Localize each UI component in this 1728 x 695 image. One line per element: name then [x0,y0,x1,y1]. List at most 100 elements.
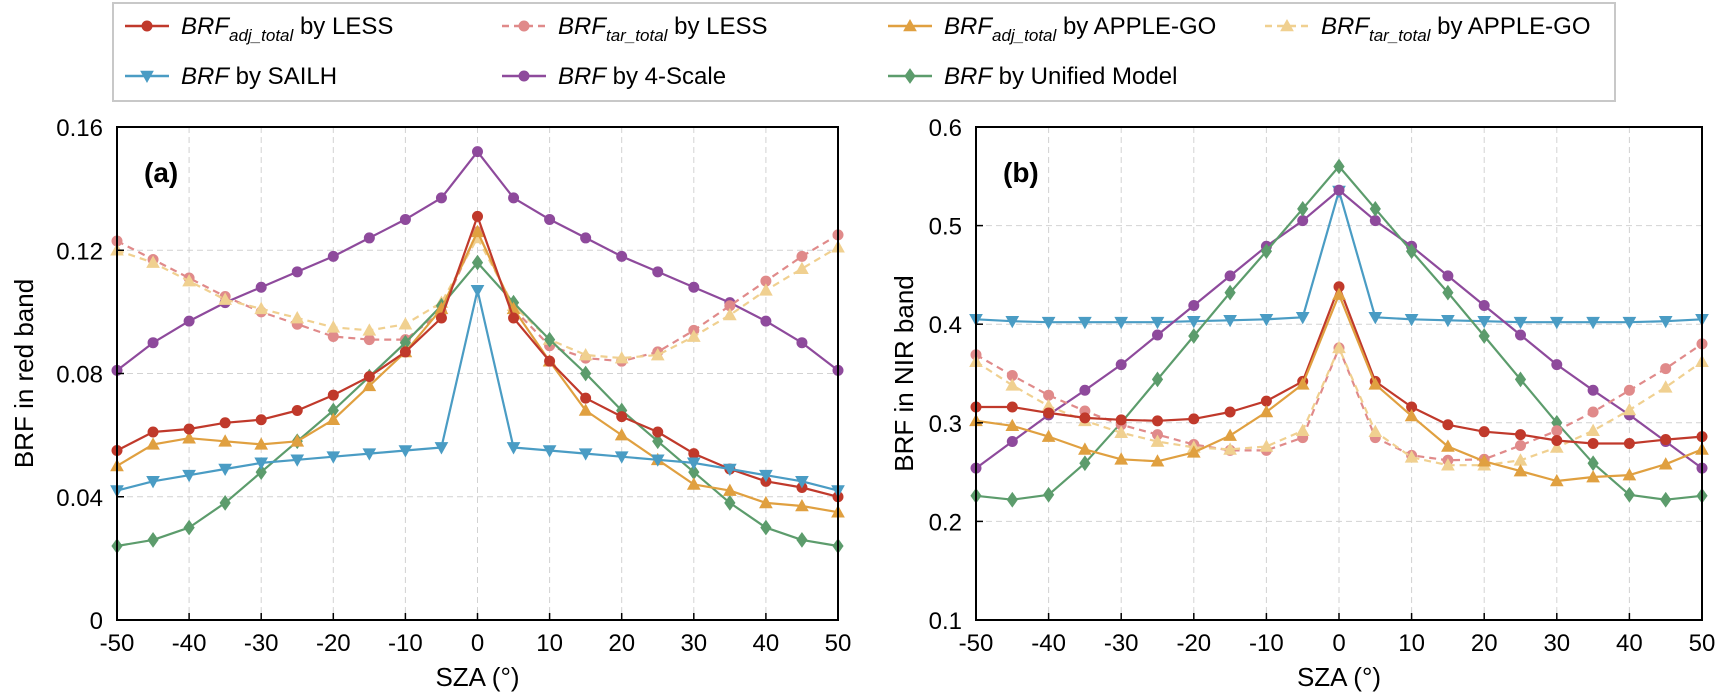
legend-marker [903,18,917,32]
data-point-sailh [1658,315,1673,329]
data-point-apple_tar [1441,458,1455,471]
data-point-sailh [759,469,773,483]
x-tick-label: -10 [388,630,423,657]
panel-label: (a) [144,157,178,188]
legend-name: BRF [181,63,230,90]
x-tick-label: 10 [536,630,563,657]
data-point-apple_adj [1368,377,1383,390]
data-point-unified [1188,328,1200,344]
data-point-less_adj [327,389,339,401]
data-point-sailh [1223,314,1237,328]
data-point-fourscale [291,266,303,278]
data-point-fourscale [1224,270,1236,282]
y-axis-label: BRF in NIR band [889,275,919,472]
y-tick-label: 0 [90,608,103,635]
data-point-fourscale [616,250,628,262]
data-point-apple_tar [1114,425,1129,438]
data-point-unified [183,519,195,536]
data-point-apple_adj [1150,454,1165,467]
data-point-unified [147,532,159,548]
y-tick-label: 0.1 [929,608,962,635]
data-point-apple_adj [1114,452,1129,465]
data-point-unified [760,519,772,536]
data-point-apple_tar [146,255,160,268]
data-point-unified [1623,486,1636,503]
data-point-apple_tar [290,311,305,324]
panel-b-chart: -50 -40 -30 -20 -10 0 10 20 30 40 50 0.1 0.2 0.3 0.4 0.… [889,115,1715,692]
data-point-apple_adj [795,498,809,512]
data-point-apple_adj [182,431,196,444]
data-point-less_adj [435,312,447,324]
data-point-fourscale [255,281,267,293]
data-point-fourscale [472,146,483,158]
legend-box [112,2,1616,102]
data-point-unified [1260,243,1273,260]
data-point-unified [724,495,736,511]
data-point-fourscale [1369,215,1381,227]
data-point-apple_adj [1586,470,1600,483]
data-point-sailh [1295,311,1310,325]
data-point-sailh [506,442,521,455]
x-tick-label: -40 [172,630,207,657]
data-point-less_adj [1478,426,1490,438]
data-point-apple_tar [1586,423,1600,436]
legend-subscript: adj_total [992,26,1057,45]
data-point-unified [255,464,267,480]
data-point-unified [1333,158,1345,175]
data-point-less_tar [1587,406,1599,418]
legend: BRFadj_total by LESS BRFtar_total by LESS… [112,2,1616,102]
y-tick-label: 0.08 [56,362,103,389]
data-point-fourscale [652,266,664,278]
legend-item-fourscale: BRF by 4-Scale [502,63,726,90]
legend-subscript: tar_total [606,26,669,45]
x-tick-label: 50 [1689,630,1716,657]
data-point-sailh [182,469,196,483]
data-point-unified [1151,371,1164,388]
legend-suffix: by 4-Scale [606,63,726,90]
data-point-apple_adj [146,437,160,450]
data-point-sailh [1622,316,1637,330]
data-point-apple_tar [254,301,269,315]
data-point-apple_tar [1259,439,1274,452]
legend-marker [140,70,154,84]
data-point-sailh [1114,316,1129,330]
x-tick-label: -50 [959,630,994,657]
data-point-apple_tar [182,274,196,287]
data-point-unified [580,365,592,382]
data-point-unified [1079,455,1091,472]
data-point-less_adj [1660,434,1672,446]
legend-label: BRFadj_total by LESS [181,13,393,45]
data-point-apple_adj [686,477,701,490]
x-tick-label: 10 [1398,630,1425,657]
legend-suffix: by APPLE-GO [1430,13,1590,40]
y-tick-label: 0.6 [929,115,962,142]
data-point-less_adj [363,371,375,383]
legend-marker [1280,18,1294,32]
data-point-fourscale [508,192,520,204]
data-point-less_adj [1551,435,1563,447]
data-point-apple_tar [1658,380,1673,393]
x-tick-label: 50 [825,630,852,657]
legend-name: BRF [944,63,993,90]
data-point-less_adj [616,411,628,423]
series-apple_tar [969,340,1709,471]
data-point-fourscale [363,232,375,244]
data-point-sailh [578,448,593,461]
data-point-apple_adj [1295,377,1310,390]
data-point-unified [471,254,484,271]
data-point-sailh [434,442,449,455]
data-point-fourscale [183,315,195,327]
data-point-less_adj [1587,438,1599,450]
legend-name: BRF [181,13,230,40]
data-point-unified [1478,328,1490,344]
data-point-apple_adj [1513,464,1528,477]
data-point-apple_adj [578,403,593,416]
data-point-apple_adj [1549,473,1564,487]
x-tick-label: -20 [1176,630,1211,657]
legend-subscript: adj_total [229,26,294,45]
data-point-sailh [1477,315,1492,329]
data-point-sailh [218,463,232,477]
series-less_adj [970,281,1708,450]
data-point-unified [652,433,664,450]
